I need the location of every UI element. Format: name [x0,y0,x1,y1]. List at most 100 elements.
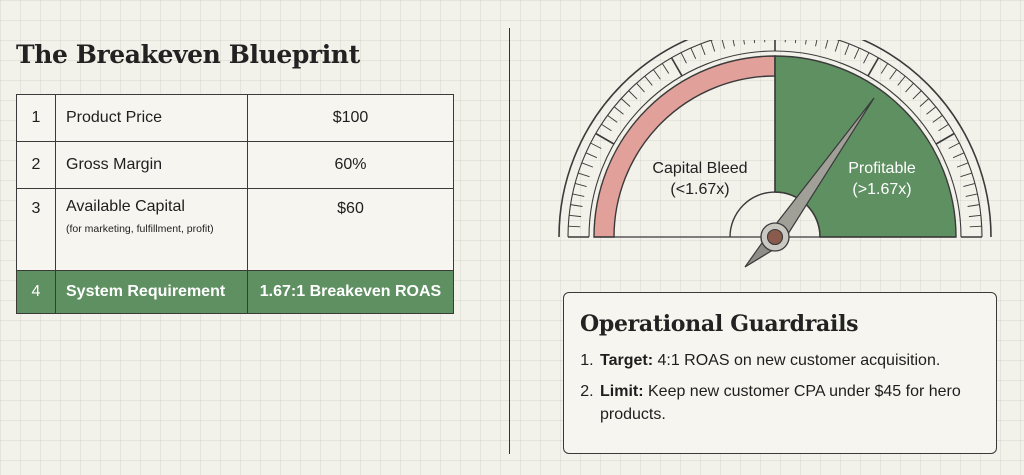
page-title: The Breakeven Blueprint [16,40,360,69]
gauge-minor-tick [880,63,889,74]
gauge-minor-tick [897,75,906,86]
gauge-minor-tick [863,52,870,64]
gauge-hub-arc [729,191,821,238]
gauge-minor-tick [784,40,786,43]
gauge-minor-tick [620,98,631,107]
gauge-minor-tick [721,40,725,49]
table-row: 2 Gross Margin 60% [16,141,454,189]
gauge-minor-tick [700,43,706,56]
row-label: System Requirement [55,270,248,314]
gauge-minor-tick [965,193,978,197]
gauge-minor-tick [825,40,829,49]
gauge-minor-tick [764,40,766,43]
guardrails-title: Operational Guardrails [580,311,859,337]
table-row: 3 Available Capital (for marketing, fulf… [16,188,454,271]
row-sublabel: (for marketing, fulfillment, profit) [66,223,214,235]
profit-label: Profitable [848,160,916,177]
gauge-minor-tick [753,40,756,44]
bleed-label: Capital Bleed [652,160,747,177]
gauge-minor-tick [572,193,585,197]
row-number: 3 [16,188,56,271]
gauge-minor-tick [652,69,661,80]
row-value: $100 [247,94,454,142]
row-value: 60% [247,141,454,189]
guardrails-card: Operational Guardrails Target: 4:1 ROAS … [563,292,997,454]
gauge-minor-tick [912,90,922,100]
row-value: 1.67:1 Breakeven ROAS [247,270,454,314]
row-number: 4 [16,270,56,314]
guardrails-list: Target: 4:1 ROAS on new customer acquisi… [580,349,980,426]
guardrail-text: 4:1 ROAS on new customer acquisition. [653,352,941,369]
gauge-minor-tick [585,152,598,159]
gauge-minor-tick [938,123,949,132]
gauge-minor-tick [956,162,969,168]
gauge-inner-rim [567,40,983,238]
gauge-minor-tick [919,98,930,107]
gauge-minor-tick [932,114,943,123]
gauge-minor-tick [601,123,612,132]
guardrail-keyword: Target: [600,352,654,369]
needle-hub-cap [766,228,784,246]
gauge-minor-tick [834,40,840,52]
gauge-minor-tick [661,63,670,74]
gauge-minor-tick [581,162,594,168]
row-number: 2 [16,141,56,189]
gauge-minor-tick [590,142,602,149]
row-number: 1 [16,94,56,142]
gauge-minor-tick [794,40,797,44]
row-label: Available Capital [66,198,185,215]
gauge-minor-tick [926,106,937,115]
gauge-minor-tick [574,182,587,187]
gauge-minor-tick [607,114,618,123]
roas-gauge: Capital Bleed (<1.67x) Profitable (>1.67… [558,40,992,268]
gauge-minor-tick [680,52,687,64]
gauge-minor-tick [568,225,581,228]
gauge-minor-tick [570,204,583,207]
list-item: Target: 4:1 ROAS on new customer acquisi… [598,349,980,372]
gauge-major-tick [935,132,955,145]
gauge-minor-tick [805,40,807,45]
gauge-ticks [568,40,982,238]
gauge-minor-tick [577,172,590,178]
gauge-bleed-zone [593,55,776,238]
list-item: Limit: Keep new customer CPA under $45 f… [598,380,980,426]
gauge-major-tick [670,57,683,77]
gauge-minor-tick [732,40,735,47]
gauge-minor-tick [968,214,981,218]
gauge-minor-tick [969,225,982,228]
row-label: Product Price [55,94,248,142]
guardrail-text: Keep new customer CPA under $45 for hero… [600,383,961,423]
guardrail-keyword: Limit: [600,383,644,400]
gauge-minor-tick [960,172,973,178]
table-row-highlight: 4 System Requirement 1.67:1 Breakeven RO… [16,270,454,314]
gauge-minor-tick [853,47,860,60]
row-label: Gross Margin [55,141,248,189]
table-row: 1 Product Price $100 [16,94,454,142]
gauge-minor-tick [963,182,976,187]
gauge-minor-tick [743,40,745,45]
gauge-minor-tick [644,75,653,86]
gauge-minor-tick [628,90,638,100]
gauge-minor-tick [948,142,960,149]
row-value: $60 [247,188,454,271]
vertical-divider [509,28,510,454]
row-label-cell: Available Capital (for marketing, fulfil… [55,188,248,271]
gauge-minor-tick [952,152,965,159]
gauge-minor-tick [569,214,582,218]
gauge-minor-tick [636,82,645,93]
gauge-major-tick [595,132,615,145]
gauge-minor-tick [905,82,914,93]
gauge-minor-tick [889,69,898,80]
gauge-minor-tick [815,40,818,47]
gauge-minor-tick [844,43,850,56]
gauge-minor-tick [710,40,716,52]
gauge-major-tick [867,57,880,77]
gauge-minor-tick [613,106,624,115]
gauge-minor-tick [967,204,980,207]
bleed-range: (<1.67x) [670,181,729,198]
gauge-minor-tick [690,47,697,60]
gauge-outer-arc [558,40,992,238]
profit-range: (>1.67x) [852,181,911,198]
breakeven-table: 1 Product Price $100 2 Gross Margin 60% … [16,94,454,314]
gauge-scale-arc [588,50,962,238]
